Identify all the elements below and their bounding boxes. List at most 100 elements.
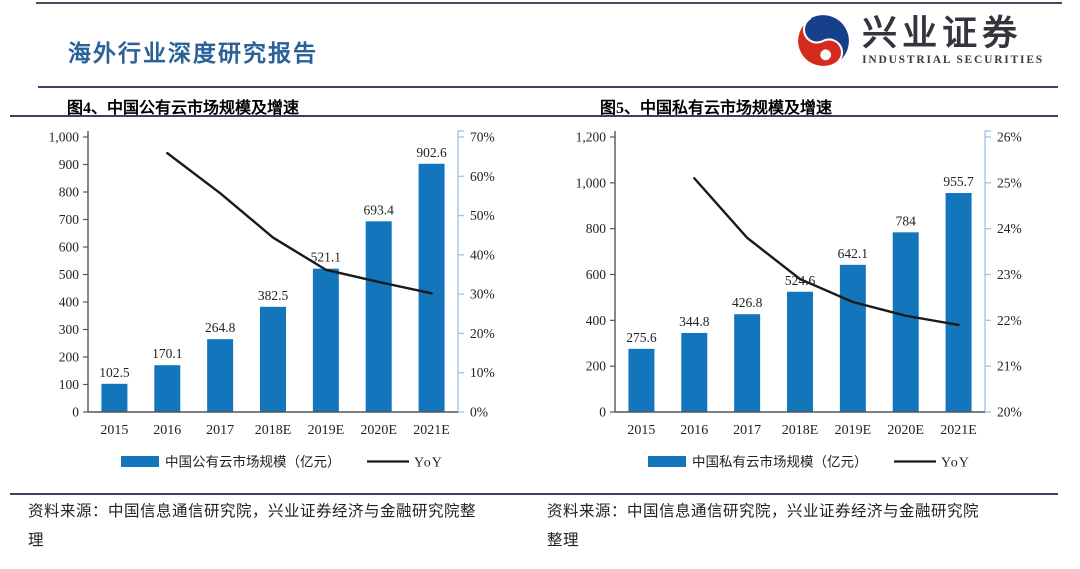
legend: 中国私有云市场规模（亿元） YoY: [648, 454, 970, 471]
x-tick-labels: 2015 2016 2017 2018E 2019E 2020E 2021E: [627, 423, 976, 438]
bar-2021E: [418, 163, 445, 412]
y-tick-label: 0: [599, 405, 606, 420]
bar-value-label: 170.1: [152, 346, 182, 361]
y-tick-label: 1,200: [576, 130, 607, 145]
top-divider: [36, 2, 1062, 4]
y2-tick-label: 23%: [997, 267, 1022, 282]
x-tick-label: 2015: [627, 423, 655, 438]
x-tick-label: 2015: [100, 423, 128, 438]
bar-2016: [681, 332, 708, 412]
source-note-left: 资料来源：中国信息通信研究院，兴业证券经济与金融研究院整理: [28, 503, 477, 549]
x-tick-label: 2018E: [782, 423, 819, 438]
y-tick-label: 700: [59, 212, 80, 227]
bar-2020E: [892, 232, 919, 412]
y-tick-label: 800: [59, 185, 80, 200]
y-tick-label: 1,000: [49, 130, 80, 145]
y-tick-label: 200: [59, 350, 80, 365]
footer-divider: [10, 493, 1058, 495]
y-axis: 1,000 900 800 700 600 500 400 300 200 100 0: [49, 130, 89, 420]
legend-bar-label: 中国私有云市场规模（亿元）: [692, 454, 868, 470]
y-tick-label: 0: [72, 405, 79, 420]
y2-axis: 26% 25% 24% 23% 22% 21% 20%: [984, 130, 1022, 420]
bar-2019E: [312, 268, 339, 412]
bar-value-label: 642.1: [838, 246, 868, 261]
x-tick-label: 2016: [153, 423, 181, 438]
y2-tick-label: 20%: [997, 405, 1022, 420]
private-cloud-chart: 1,200 1,000 800 600 400 200 0 26% 25% 24% 23% 22% 21…: [576, 130, 1022, 471]
x-tick-label: 2021E: [413, 423, 450, 438]
source-note-right: 资料来源：中国信息通信研究院，兴业证券经济与金融研究院整理: [547, 503, 980, 549]
bar-value-label: 955.7: [943, 174, 974, 189]
x-tick-label: 2019E: [835, 423, 872, 438]
y2-axis: 70% 60% 50% 40% 30% 20% 10% 0%: [457, 130, 495, 420]
y2-tick-label: 20%: [470, 326, 495, 341]
y2-tick-label: 70%: [470, 130, 495, 145]
yoy-line: [693, 177, 960, 327]
y-tick-label: 600: [586, 267, 607, 282]
y-tick-label: 100: [59, 377, 80, 392]
logo-name-cn: 兴业证券: [862, 13, 1023, 53]
bar-2016: [154, 365, 181, 412]
y-axis: 1,200 1,000 800 600 400 200 0: [576, 130, 616, 420]
x-tick-label: 2020E: [887, 423, 924, 438]
bar-value-label: 275.6: [626, 330, 657, 345]
x-tick-label: 2021E: [940, 423, 977, 438]
figure-title-row: 图4、中国公有云市场规模及增速 图5、中国私有云市场规模及增速: [10, 86, 1058, 117]
bar-value-label: 693.4: [364, 202, 395, 217]
bar-2015: [101, 383, 128, 412]
yoy-line: [166, 151, 433, 295]
y2-tick-label: 50%: [470, 208, 495, 223]
bar-value-label: 382.5: [258, 288, 289, 303]
bar-2017: [207, 339, 234, 412]
bar-value-label: 264.8: [205, 320, 236, 335]
x-tick-labels: 2015 2016 2017 2018E 2019E 2020E 2021E: [100, 423, 449, 438]
y-tick-label: 1,000: [576, 175, 607, 190]
bar-value-label: 521.1: [311, 250, 341, 265]
x-tick-label: 2019E: [308, 423, 345, 438]
bar-2018E: [260, 306, 286, 412]
logo-name-en: INDUSTRIAL SECURITIES: [862, 54, 1044, 67]
y2-tick-label: 26%: [997, 130, 1022, 145]
figure5-title: 图5、中国私有云市场规模及增速: [600, 100, 833, 117]
y2-tick-label: 30%: [470, 287, 495, 302]
y2-tick-label: 24%: [997, 221, 1022, 236]
x-tick-label: 2017: [733, 423, 761, 438]
legend-bar-swatch: [648, 456, 686, 467]
page-title: 海外行业深度研究报告: [68, 41, 318, 66]
bars-series: 102.5 170.1 264.8 382.5 521.1 693.4 902.6: [99, 145, 447, 412]
legend-bar-swatch: [121, 456, 159, 467]
y2-tick-label: 40%: [470, 247, 495, 262]
y-tick-label: 500: [59, 267, 80, 282]
y-tick-label: 600: [59, 240, 80, 255]
bar-2021E: [945, 192, 972, 412]
industrial-securities-swirl-icon: [796, 15, 849, 68]
y2-tick-label: 22%: [997, 313, 1022, 328]
source-notes: 资料来源：中国信息通信研究院，兴业证券经济与金融研究院整理 资料来源：中国信息通…: [28, 498, 987, 555]
company-logo: 兴业证券 INDUSTRIAL SECURITIES: [794, 12, 1044, 70]
y2-tick-label: 21%: [997, 359, 1022, 374]
x-tick-label: 2018E: [255, 423, 292, 438]
legend-bar-label: 中国公有云市场规模（亿元）: [165, 454, 341, 470]
bar-value-label: 344.8: [679, 314, 710, 329]
bar-2015: [628, 348, 655, 412]
figure4-title: 图4、中国公有云市场规模及增速: [67, 100, 300, 117]
y2-tick-label: 25%: [997, 175, 1022, 190]
y2-tick-label: 10%: [470, 365, 495, 380]
legend-line-label: YoY: [941, 456, 970, 471]
x-tick-label: 2016: [680, 423, 708, 438]
charts-row: 1,000 900 800 700 600 500 400 300 200 100 0 70% 60% 5…: [33, 122, 1065, 480]
y2-tick-label: 0%: [470, 405, 488, 420]
x-tick-label: 2020E: [360, 423, 397, 438]
x-tick-label: 2017: [206, 423, 234, 438]
y2-tick-label: 60%: [470, 169, 495, 184]
bar-value-label: 426.8: [732, 295, 763, 310]
y-tick-label: 900: [59, 157, 80, 172]
bar-2018E: [787, 291, 813, 412]
bar-value-label: 902.6: [416, 145, 447, 160]
y-tick-label: 800: [586, 221, 607, 236]
legend-line-label: YoY: [414, 456, 443, 471]
y-tick-label: 200: [586, 359, 607, 374]
y-tick-label: 400: [59, 295, 80, 310]
public-cloud-chart: 1,000 900 800 700 600 500 400 300 200 100 0 70% 60% 5…: [49, 130, 495, 471]
y-tick-label: 400: [586, 313, 607, 328]
